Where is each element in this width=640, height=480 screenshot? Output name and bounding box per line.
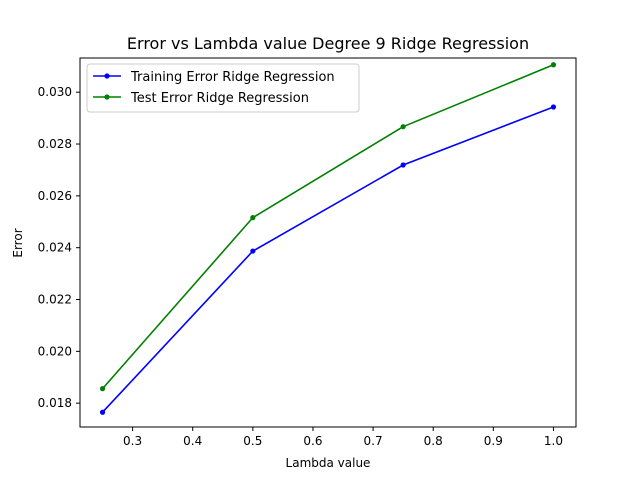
y-axis: 0.018 0.020 0.022 0.024 0.026 0.028 0.030	[38, 85, 80, 410]
x-tick-label: 1.0	[544, 434, 563, 448]
legend-swatch-marker	[104, 73, 110, 79]
y-tick-label: 0.024	[38, 241, 72, 255]
x-axis-label: Lambda value	[286, 456, 371, 470]
series-2-point	[250, 215, 256, 221]
y-tick-label: 0.028	[38, 137, 72, 151]
series-2-point	[99, 386, 106, 392]
x-tick-label: 0.7	[364, 434, 383, 448]
legend-label: Training Error Ridge Regression	[130, 70, 335, 85]
y-tick-label: 0.018	[38, 396, 72, 410]
legend-label: Test Error Ridge Regression	[130, 91, 309, 106]
axes-frame	[79, 57, 577, 428]
series-1-point	[400, 162, 406, 168]
series-2-point	[400, 124, 406, 130]
x-tick-label: 0.9	[484, 434, 503, 448]
legend-swatch-marker	[104, 94, 110, 100]
chart-title: Error vs Lambda value Degree 9 Ridge Reg…	[127, 34, 529, 53]
x-tick-label: 0.5	[243, 434, 262, 448]
plot-area	[79, 57, 577, 428]
x-tick-label: 0.6	[303, 434, 322, 448]
x-axis: 0.3 0.4 0.5 0.6 0.7 0.8 0.9 1.0	[123, 427, 563, 448]
x-tick-label: 0.4	[183, 434, 202, 448]
legend-box	[86, 63, 360, 113]
series-2-point	[550, 62, 557, 68]
y-tick-label: 0.030	[38, 85, 72, 99]
x-tick-label: 0.3	[123, 434, 142, 448]
y-tick-label: 0.020	[38, 344, 72, 358]
y-axis-label: Error	[11, 228, 25, 257]
series-layer	[99, 62, 557, 415]
series-1-point	[550, 104, 557, 110]
series-1-point	[99, 409, 106, 415]
series-line-1	[101, 106, 554, 413]
series-line-2	[101, 64, 554, 390]
y-tick-label: 0.022	[38, 293, 72, 307]
x-tick-label: 0.8	[424, 434, 443, 448]
legend: Training Error Ridge Regression Test Erro…	[86, 63, 360, 113]
series-1-point	[250, 248, 256, 254]
y-tick-label: 0.026	[38, 189, 72, 203]
